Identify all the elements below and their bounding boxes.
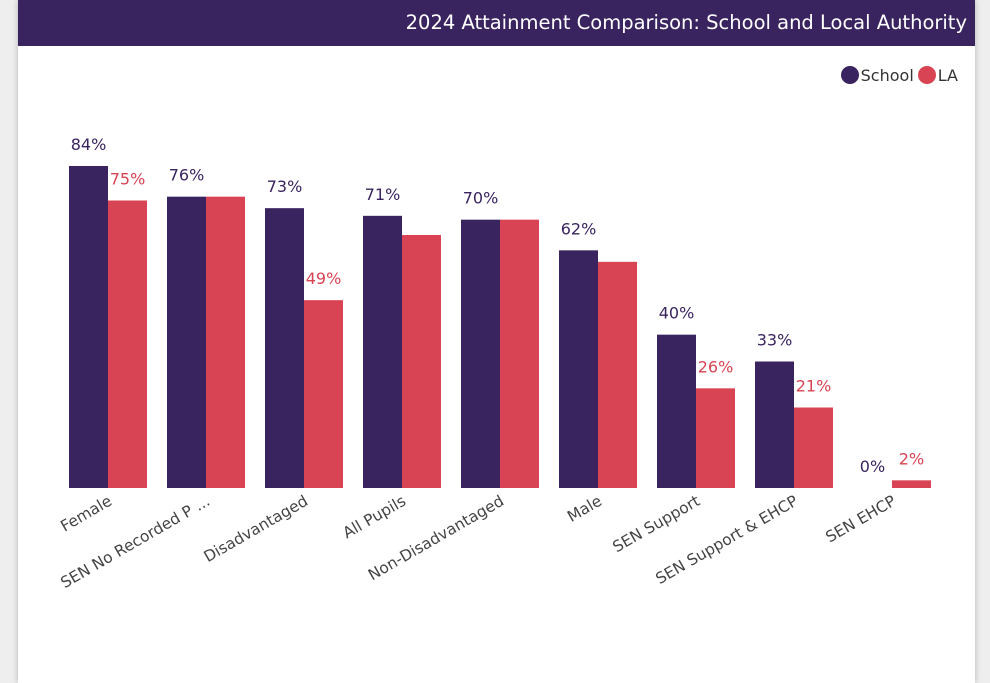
category-label: SEN Support <box>610 492 703 556</box>
chart-card: 2024 Attainment Comparison: School and L… <box>18 0 975 683</box>
bar-school <box>657 334 696 488</box>
legend-label-school: School <box>860 65 914 85</box>
data-label-school: 62% <box>561 219 597 238</box>
bar-la <box>304 300 343 488</box>
category-label: SEN EHCP <box>823 492 899 546</box>
bar-la <box>892 480 931 488</box>
bar-la <box>598 261 637 488</box>
data-label-school: 84% <box>71 135 107 154</box>
bar-la <box>402 235 441 488</box>
bar-school <box>461 219 500 488</box>
data-label-la: 21% <box>796 377 832 396</box>
data-label-school: 33% <box>757 331 793 350</box>
title-bar: 2024 Attainment Comparison: School and L… <box>18 0 975 46</box>
category-label: Male <box>564 492 605 526</box>
bar-school <box>265 208 304 488</box>
data-label-school: 0% <box>860 457 885 476</box>
category-label: Disadvantaged <box>201 492 311 566</box>
bar-school <box>559 250 598 488</box>
data-label-la: 75% <box>110 170 146 189</box>
data-label-school: 70% <box>463 189 499 208</box>
bar-la <box>108 200 147 488</box>
data-label-la: 2% <box>899 449 924 468</box>
legend-label-la: LA <box>937 65 958 85</box>
bar-school <box>363 215 402 489</box>
legend-swatch-school <box>840 66 859 84</box>
data-label-school: 71% <box>365 185 401 204</box>
data-label-school: 40% <box>659 304 695 323</box>
category-label: Female <box>57 492 115 536</box>
legend: School LA <box>840 64 958 86</box>
chart-title: 2024 Attainment Comparison: School and L… <box>405 11 967 34</box>
bar-la <box>500 219 539 488</box>
legend-item-school[interactable]: School <box>840 65 914 85</box>
bar-la <box>794 407 833 488</box>
data-label-la: 49% <box>306 269 342 288</box>
bar-la <box>206 196 245 488</box>
data-label-school: 76% <box>169 166 205 185</box>
bar-la <box>696 388 735 488</box>
category-label: All Pupils <box>340 492 409 542</box>
bar-school <box>69 166 108 488</box>
legend-swatch-la <box>917 66 936 84</box>
bar-school <box>167 196 206 488</box>
bar-school <box>755 361 794 488</box>
data-label-la: 26% <box>698 357 734 376</box>
legend-item-la[interactable]: LA <box>917 65 958 85</box>
data-label-school: 73% <box>267 177 303 196</box>
